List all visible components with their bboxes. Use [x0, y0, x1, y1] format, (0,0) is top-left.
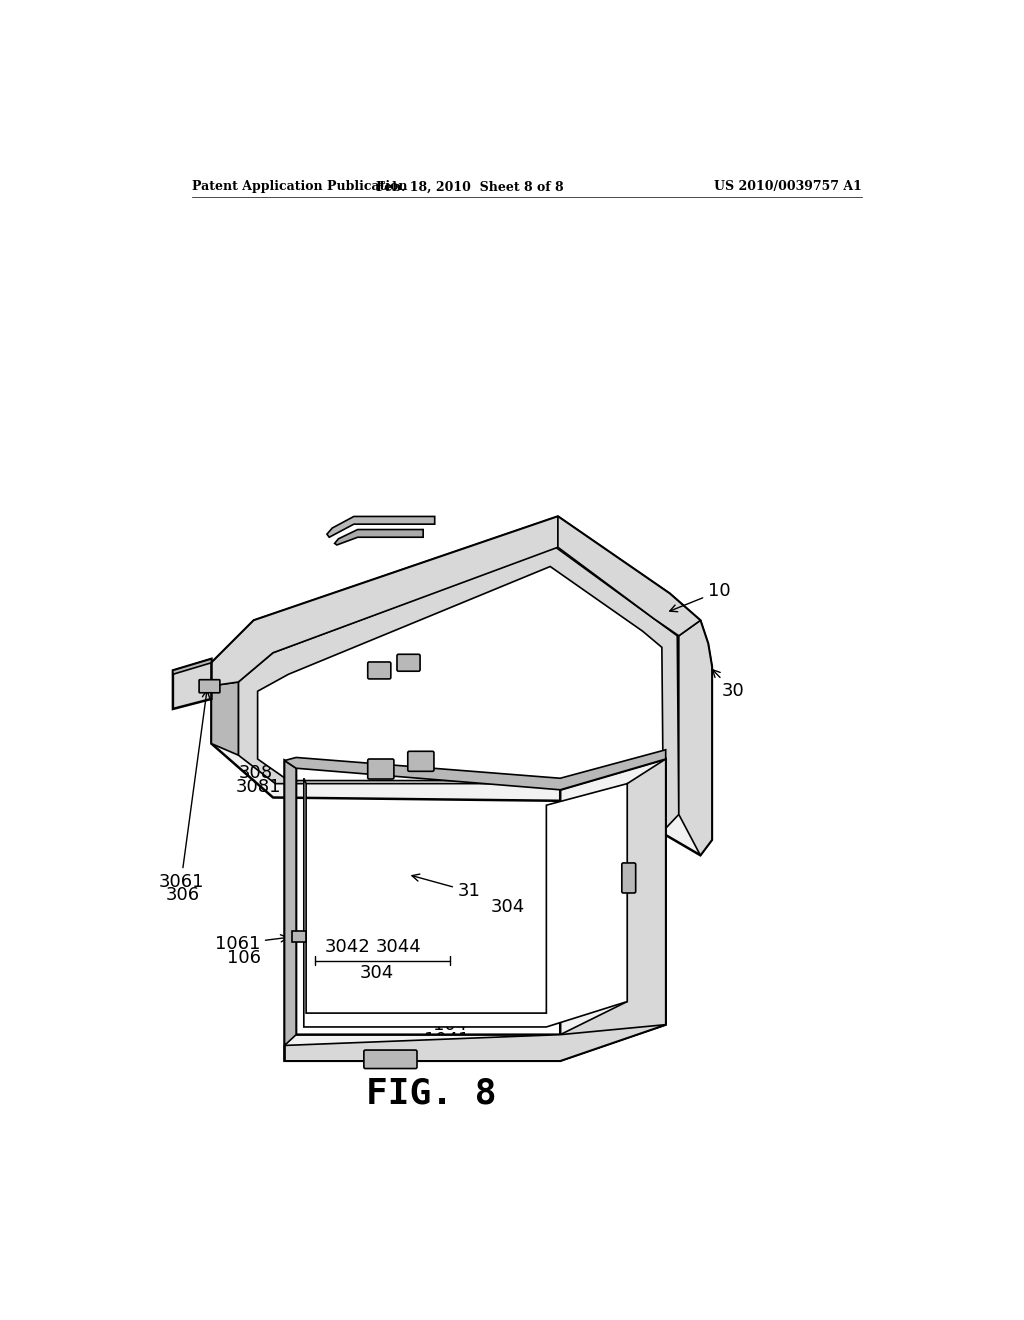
FancyBboxPatch shape — [199, 680, 220, 693]
Text: 11: 11 — [558, 711, 615, 748]
Polygon shape — [211, 516, 558, 686]
Bar — [292, 932, 306, 942]
FancyBboxPatch shape — [408, 751, 434, 771]
FancyBboxPatch shape — [368, 759, 394, 779]
Text: 306: 306 — [166, 886, 200, 903]
Text: 1041: 1041 — [412, 1031, 469, 1056]
Polygon shape — [679, 620, 712, 855]
FancyBboxPatch shape — [364, 1051, 417, 1069]
Polygon shape — [335, 529, 423, 545]
Text: 308: 308 — [239, 764, 273, 781]
Polygon shape — [285, 1024, 666, 1061]
Polygon shape — [211, 682, 239, 755]
Polygon shape — [285, 760, 296, 1061]
Polygon shape — [327, 516, 435, 537]
Polygon shape — [558, 516, 700, 636]
Text: 31: 31 — [412, 874, 481, 900]
Text: FIG. 8: FIG. 8 — [366, 1077, 496, 1111]
Text: 106: 106 — [227, 949, 261, 966]
Text: 3044: 3044 — [376, 939, 422, 956]
Text: 304: 304 — [359, 964, 394, 982]
Text: 3081: 3081 — [236, 767, 367, 796]
Polygon shape — [285, 759, 666, 1061]
Polygon shape — [258, 566, 664, 825]
Text: 10: 10 — [670, 582, 731, 611]
FancyBboxPatch shape — [368, 663, 391, 678]
Text: 1061: 1061 — [215, 935, 288, 953]
Text: 102: 102 — [571, 850, 605, 869]
Polygon shape — [173, 659, 211, 709]
Polygon shape — [239, 548, 679, 829]
Polygon shape — [173, 659, 211, 675]
Polygon shape — [211, 516, 712, 855]
Text: 104: 104 — [433, 1015, 467, 1034]
Text: 1021: 1021 — [569, 865, 621, 882]
FancyBboxPatch shape — [622, 863, 636, 892]
FancyBboxPatch shape — [397, 655, 420, 671]
Text: Feb. 18, 2010  Sheet 8 of 8: Feb. 18, 2010 Sheet 8 of 8 — [376, 181, 563, 194]
Text: 3042: 3042 — [325, 939, 371, 956]
Text: US 2010/0039757 A1: US 2010/0039757 A1 — [714, 181, 862, 194]
Text: 304: 304 — [490, 898, 525, 916]
Text: Patent Application Publication: Patent Application Publication — [193, 181, 408, 194]
Polygon shape — [304, 779, 628, 1027]
Text: 3061: 3061 — [159, 690, 210, 891]
Polygon shape — [285, 750, 666, 789]
Text: 30: 30 — [713, 669, 744, 700]
Polygon shape — [560, 759, 666, 1061]
